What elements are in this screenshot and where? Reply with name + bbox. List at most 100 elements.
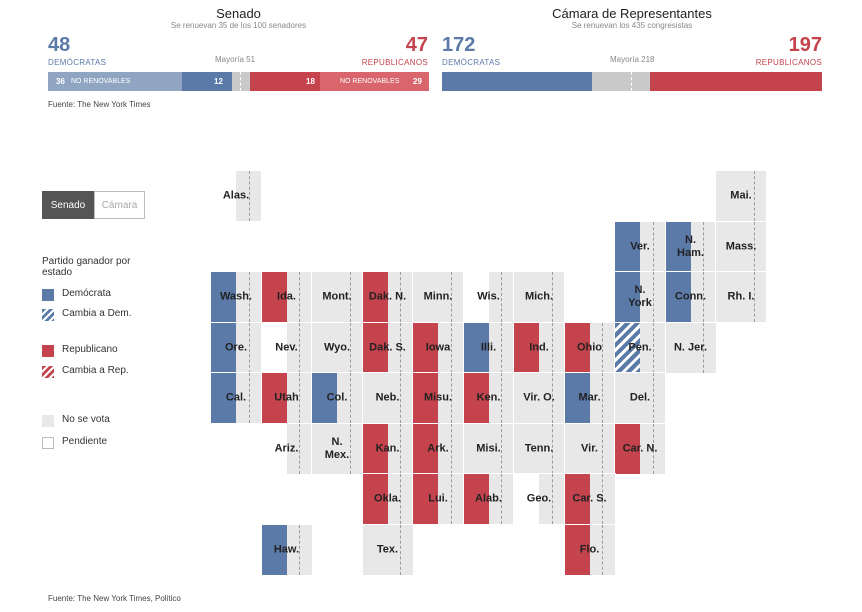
state-tile[interactable]: Iowa	[412, 321, 464, 374]
state-winner-fill	[261, 373, 287, 423]
state-winner-fill	[312, 272, 337, 322]
house-toggle-button[interactable]: Cámara	[94, 191, 145, 219]
house-rep-total: 197	[788, 34, 822, 56]
state-tile[interactable]: Dak. S.	[361, 321, 414, 374]
house-dem-label: DEMÓCRATAS	[442, 58, 501, 67]
legend-rep-swatch	[42, 345, 54, 357]
state-tile[interactable]: Ken.	[462, 372, 515, 424]
state-tile[interactable]: Ohio	[563, 321, 616, 374]
state-winner-fill	[514, 423, 539, 474]
house-title: Cámara de Representantes	[552, 6, 712, 21]
state-tile[interactable]: Nev.	[260, 321, 313, 374]
state-tile[interactable]: N. Jer.	[664, 321, 717, 374]
state-tile[interactable]: Ind.	[513, 321, 565, 374]
state-tile[interactable]: Vir. O.	[513, 372, 565, 424]
state-tile[interactable]: Vir.	[563, 422, 616, 475]
state-tile[interactable]: Cal.	[210, 372, 262, 424]
state-label: Mar.	[578, 391, 601, 404]
state-tile[interactable]: Flo.	[563, 523, 616, 576]
state-winner-fill	[564, 373, 590, 423]
state-divider	[400, 423, 401, 474]
state-tile[interactable]: Haw.	[260, 523, 313, 576]
state-tile[interactable]: Utah	[260, 372, 313, 424]
senate-bar: 36 NO RENOVABLES 12 18 NO RENOVABLES 29	[48, 72, 429, 91]
senate-rep-not-renewable-label: NO RENOVABLES	[340, 78, 400, 85]
state-label: Col.	[326, 391, 348, 404]
state-tile[interactable]: Del.	[614, 372, 666, 424]
senate-rep-won-value: 18	[306, 77, 315, 86]
senate-rep-won-seg	[250, 72, 320, 91]
state-tile[interactable]: Misi.	[462, 422, 515, 475]
state-tile[interactable]: Car. N.	[614, 422, 666, 475]
state-tile[interactable]: Mar.	[563, 372, 616, 424]
state-label: Okla.	[374, 492, 401, 505]
state-label: Dak. N.	[368, 290, 407, 303]
state-tile[interactable]: Wyo.	[311, 321, 363, 374]
state-tile[interactable]: Mont.	[311, 271, 363, 323]
state-tile[interactable]: N. Ham.	[664, 220, 717, 273]
state-tile[interactable]: Rh. I.	[715, 271, 767, 323]
state-tile[interactable]: Kan.	[361, 422, 414, 475]
state-label: Vir.	[581, 442, 598, 454]
state-label: Ore.	[224, 341, 247, 353]
state-tile[interactable]: Col.	[311, 372, 363, 424]
state-divider	[602, 524, 603, 575]
state-tile[interactable]: Ida.	[260, 271, 313, 323]
senate-toggle-button[interactable]: Senado	[42, 191, 94, 219]
state-label: Car. N.	[622, 442, 658, 454]
state-tile[interactable]: Tex.	[361, 523, 414, 576]
state-tile[interactable]: Mai.	[715, 170, 767, 222]
state-tile[interactable]: Conn.	[664, 271, 717, 323]
state-label: Neb.	[375, 391, 400, 404]
state-label: Dak. S.	[369, 341, 406, 353]
state-winner-fill	[362, 423, 388, 474]
senate-majority: Mayoría 51	[215, 55, 256, 64]
state-winner-fill	[463, 474, 489, 524]
state-winner-fill	[615, 423, 640, 474]
state-tile[interactable]: N. Mex.	[311, 422, 363, 475]
state-tile[interactable]: Ore.	[210, 321, 262, 374]
state-tile[interactable]: Tenn.	[513, 422, 565, 475]
state-winner-fill	[463, 322, 489, 373]
state-tile[interactable]: Mich.	[513, 271, 565, 323]
state-label: Vir. O.	[523, 391, 555, 404]
house-rep-seg	[650, 72, 822, 91]
legend-title: Partido ganador por estado	[42, 256, 131, 278]
house-majority: Mayoría 218	[610, 55, 655, 64]
state-divider	[450, 272, 452, 322]
state-tile[interactable]: Geo.	[513, 473, 565, 525]
state-tile[interactable]: Dak. N.	[361, 271, 414, 323]
state-tile[interactable]: Wash.	[210, 271, 262, 323]
state-tile[interactable]: Misu.	[412, 372, 464, 424]
senate-dem-total: 48	[48, 34, 71, 56]
state-divider	[400, 272, 401, 322]
state-tile[interactable]: Pen.	[614, 321, 666, 374]
state-winner-fill	[514, 272, 539, 322]
state-tile[interactable]: Okla.	[361, 473, 414, 525]
state-tile[interactable]: Wis.	[462, 271, 515, 323]
state-divider	[602, 373, 603, 423]
state-tile[interactable]: Mass.	[715, 220, 767, 273]
state-label: Flo.	[579, 543, 600, 555]
state-tile[interactable]: Lui.	[412, 473, 464, 525]
state-divider	[753, 272, 755, 322]
state-tile[interactable]: N. York	[614, 271, 666, 323]
state-label: N. York	[628, 284, 652, 309]
senate-title: Senado	[216, 6, 261, 21]
state-tile[interactable]: Ver.	[614, 220, 666, 273]
state-label: Mass.	[725, 240, 757, 252]
state-divider	[703, 221, 704, 272]
state-label: Iowa	[425, 341, 451, 353]
state-tile[interactable]: Alas.	[210, 170, 262, 222]
state-winner-fill	[211, 171, 236, 221]
state-tile[interactable]: Minn.	[412, 271, 464, 323]
state-tile[interactable]: Neb.	[361, 372, 414, 424]
state-tile[interactable]: Ariz.	[260, 422, 313, 475]
state-tile[interactable]: Illi.	[462, 321, 515, 374]
state-label: Mont.	[322, 290, 352, 303]
state-winner-fill	[615, 272, 640, 322]
state-tile[interactable]: Alab.	[462, 473, 515, 525]
state-tile[interactable]: Car. S.	[563, 473, 616, 525]
state-divider	[652, 423, 654, 474]
state-tile[interactable]: Ark.	[412, 422, 464, 475]
